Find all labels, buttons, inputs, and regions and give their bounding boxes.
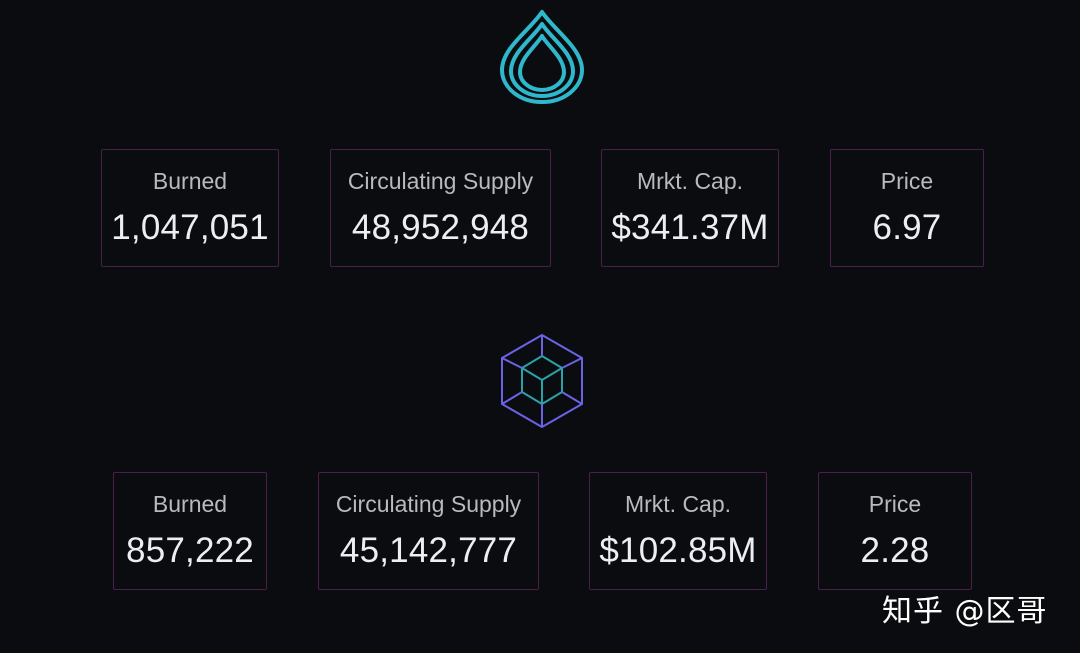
- circulating-supply-value: 45,142,777: [339, 531, 518, 570]
- burned-label: Burned: [152, 491, 228, 517]
- burned-card: Burned 1,047,051: [101, 149, 279, 267]
- market-cap-card: Mrkt. Cap. $341.37M: [601, 149, 779, 267]
- price-label: Price: [868, 491, 922, 517]
- circulating-supply-card: Circulating Supply 45,142,777: [318, 472, 539, 590]
- price-value: 2.28: [860, 531, 930, 570]
- price-value: 6.97: [872, 208, 942, 247]
- price-card: Price 6.97: [830, 149, 984, 267]
- market-cap-value: $102.85M: [599, 531, 757, 570]
- market-cap-label: Mrkt. Cap.: [636, 168, 744, 194]
- burned-value: 1,047,051: [111, 208, 269, 247]
- zhihu-watermark: 知乎 @区哥: [882, 594, 1048, 629]
- water-drop-logo-icon: [496, 8, 588, 106]
- price-label: Price: [880, 168, 934, 194]
- stats-row-token-2: Burned 857,222 Circulating Supply 45,142…: [0, 472, 1080, 594]
- cube-logo-icon: [498, 332, 586, 430]
- circulating-supply-label: Circulating Supply: [335, 491, 522, 517]
- market-cap-card: Mrkt. Cap. $102.85M: [589, 472, 767, 590]
- circulating-supply-card: Circulating Supply 48,952,948: [330, 149, 551, 267]
- burned-label: Burned: [152, 168, 228, 194]
- market-cap-label: Mrkt. Cap.: [624, 491, 732, 517]
- circulating-supply-value: 48,952,948: [351, 208, 530, 247]
- market-cap-value: $341.37M: [611, 208, 769, 247]
- circulating-supply-label: Circulating Supply: [347, 168, 534, 194]
- burned-card: Burned 857,222: [113, 472, 267, 590]
- price-card: Price 2.28: [818, 472, 972, 590]
- stats-row-token-1: Burned 1,047,051 Circulating Supply 48,9…: [0, 149, 1080, 271]
- burned-value: 857,222: [126, 531, 254, 570]
